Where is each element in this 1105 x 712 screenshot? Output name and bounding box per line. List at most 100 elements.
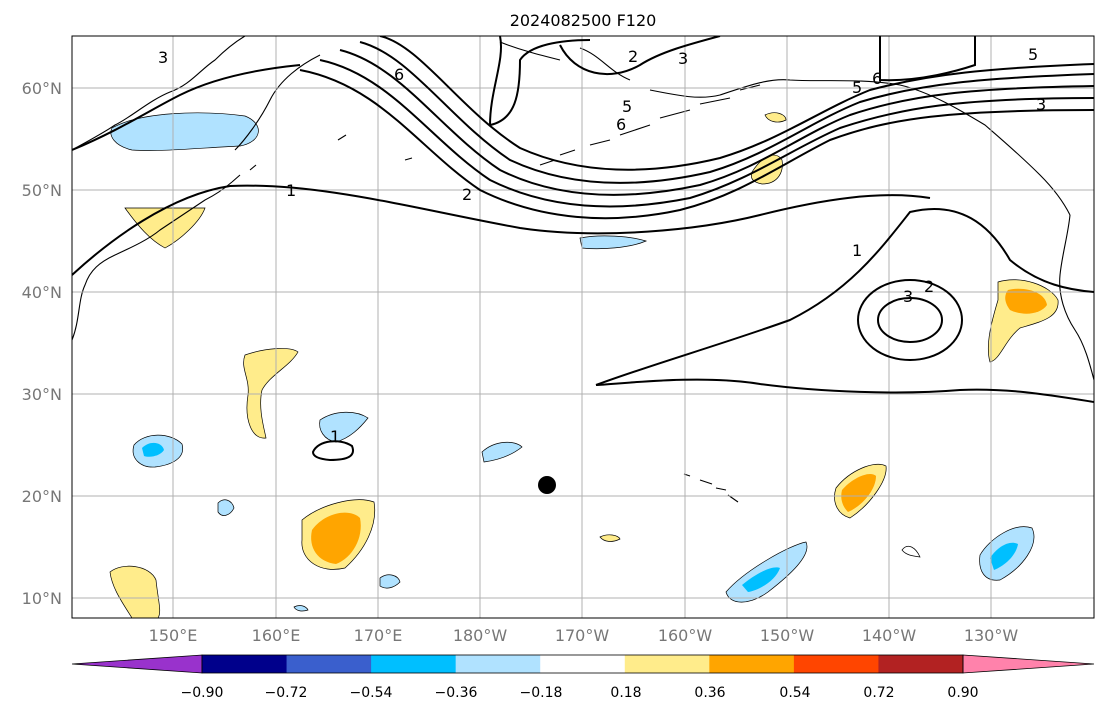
coast-kurils	[231, 134, 413, 183]
coast-alaska	[499, 41, 1071, 216]
lat-label: 20°N	[22, 487, 62, 506]
coast-kamchatka2	[234, 54, 321, 151]
lat-label: 40°N	[22, 283, 62, 302]
contour-3-jet	[319, 59, 1094, 208]
shade-lightblue-small2	[379, 574, 401, 589]
colorbar	[71, 654, 1095, 674]
contour-alaska-low	[559, 36, 721, 76]
shade-lightblue-kamchatka	[110, 112, 259, 151]
colorbar-tick-label: 0.72	[863, 685, 894, 701]
shade-blue-ep3	[990, 542, 1018, 570]
colorbar-labels: −0.90 −0.72 −0.54 −0.36 −0.18 0.18 0.36 …	[181, 685, 979, 701]
shade-yellow-wp5	[109, 565, 161, 618]
coast-hawaii	[683, 473, 739, 503]
shade-yellow-japan	[124, 207, 206, 249]
contour-2-jet	[299, 69, 1094, 220]
map-frame	[71, 35, 1095, 619]
lon-label: 150°W	[760, 626, 815, 645]
contour-label: 1	[330, 427, 340, 446]
colorbar-extend-low	[71, 654, 203, 674]
lat-label: 30°N	[22, 385, 62, 404]
coast-aleutians	[539, 84, 761, 166]
contours	[72, 36, 1094, 462]
contour-ep-1	[595, 207, 1094, 386]
lat-labels: 60°N 50°N 40°N 30°N 20°N 10°N	[22, 79, 62, 608]
contour-6-jet	[379, 36, 1094, 171]
colorbar-tick-label: −0.72	[265, 685, 308, 701]
contour-labels: 3 6 2 3 5 6 6 5 3 5 1 2 1 2 3 1	[158, 45, 1046, 446]
contour-east-1	[72, 64, 301, 151]
colorbar-segment	[202, 655, 288, 673]
colorbar-tick-label: −0.90	[181, 685, 224, 701]
colorbar-tick-label: 0.90	[947, 685, 978, 701]
contour-label: 3	[903, 287, 913, 306]
colorbar-segment	[371, 655, 457, 673]
colorbar-tick-label: 0.54	[779, 685, 810, 701]
lon-label: 160°E	[252, 626, 301, 645]
contour-ak2	[879, 36, 976, 82]
shade-orange-wp4	[311, 512, 361, 564]
contour-label: 1	[852, 241, 862, 260]
map-title: 2024082500 F120	[510, 11, 657, 30]
contour-label: 5	[852, 78, 862, 97]
shade-blue-westpac3	[142, 442, 164, 457]
shade-orange-ep1	[841, 473, 876, 512]
lon-label: 140°W	[862, 626, 917, 645]
coast-na-west	[1059, 214, 1094, 381]
colorbar-tick-label: 0.36	[694, 685, 725, 701]
contour-label: 2	[462, 185, 472, 204]
colorbar-segment	[540, 655, 626, 673]
contour-label: 2	[924, 277, 934, 296]
contour-4-jet	[339, 49, 1094, 196]
map-area: 3 6 2 3 5 6 6 5 3 5 1 2 1 2 3 1	[72, 36, 1094, 618]
colorbar-segment	[624, 655, 710, 673]
contour-label: 6	[616, 115, 626, 134]
contour-label: 1	[286, 181, 296, 200]
shade-yellow-small	[599, 534, 621, 542]
colorbar-outline	[201, 654, 964, 674]
lon-label: 130°W	[964, 626, 1019, 645]
contour-ep-base	[595, 378, 1094, 403]
colorbar-segment	[286, 655, 372, 673]
colorbar-tick-label: 0.18	[610, 685, 641, 701]
contour-1-north	[72, 184, 931, 276]
contour-label: 6	[394, 65, 404, 84]
contour-label: 3	[158, 48, 168, 67]
shading-layer	[109, 112, 1059, 618]
colorbar-segment	[878, 655, 964, 673]
lat-label: 50°N	[22, 181, 62, 200]
colorbar-segment	[455, 655, 541, 673]
contour-label: 5	[622, 97, 632, 116]
shade-lightblue-midpacific	[579, 235, 647, 250]
lon-label: 170°W	[555, 626, 610, 645]
colorbar-tick-label: −0.36	[435, 685, 478, 701]
lon-label: 150°E	[149, 626, 198, 645]
contour-ridge-low	[488, 36, 591, 127]
shade-lightblue-midpac2	[481, 441, 523, 463]
shade-yellow-alaska	[764, 112, 787, 123]
contour-high-2	[857, 279, 963, 361]
colorbar-tick-label: −0.18	[520, 685, 563, 701]
location-marker	[538, 476, 556, 494]
lon-label: 170°E	[354, 626, 403, 645]
contour-label: 6	[872, 69, 882, 88]
shade-yellow-westpac1	[243, 348, 299, 439]
contour-5-jet	[359, 41, 1094, 184]
contour-label: 2	[628, 47, 638, 66]
shade-white-small	[901, 545, 921, 558]
lat-label: 10°N	[22, 589, 62, 608]
shade-lightblue-small1	[217, 499, 235, 516]
contour-label: 3	[1036, 95, 1046, 114]
shade-orange-coast	[1005, 288, 1047, 314]
colorbar-tick-label: −0.54	[350, 685, 393, 701]
contour-small-1	[311, 440, 354, 462]
shade-lightblue-small3	[293, 605, 309, 612]
lon-label: 180°W	[453, 626, 508, 645]
shade-lightblue-westpac2	[319, 411, 369, 443]
lon-label: 160°W	[658, 626, 713, 645]
coast-kamchatka	[72, 36, 246, 151]
contour-label: 5	[1028, 45, 1038, 64]
colorbar-segment	[709, 655, 795, 673]
colorbar-segment	[793, 655, 879, 673]
